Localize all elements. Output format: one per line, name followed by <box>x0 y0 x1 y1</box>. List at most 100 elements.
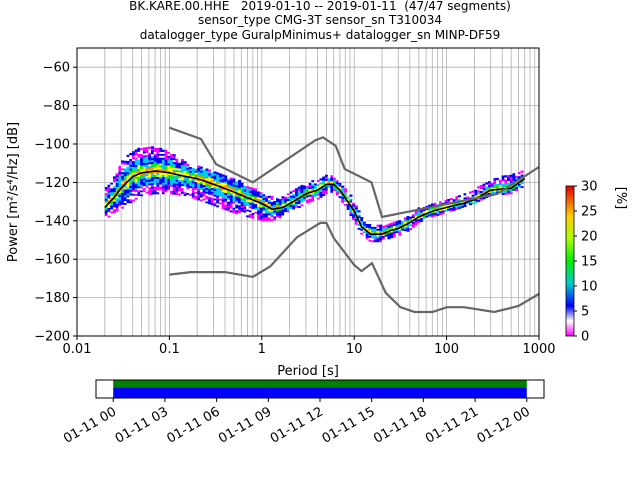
density-cell <box>259 191 263 195</box>
density-cell <box>463 195 467 198</box>
density-cell <box>208 184 212 188</box>
density-cell <box>262 209 266 212</box>
density-cell <box>289 195 293 198</box>
density-cell <box>330 188 334 191</box>
density-cell <box>115 184 119 187</box>
density-cell <box>216 174 220 177</box>
density-cell <box>167 167 171 170</box>
density-cell <box>267 195 271 199</box>
density-cell <box>300 198 304 201</box>
density-cell <box>170 161 174 164</box>
density-cell <box>292 209 296 212</box>
density-cell <box>507 192 511 195</box>
density-cell <box>148 183 152 186</box>
density-cell <box>346 194 350 197</box>
density-cell <box>229 181 233 184</box>
density-cell <box>227 186 231 189</box>
density-cell <box>183 161 187 164</box>
density-cell <box>273 204 277 207</box>
density-cell <box>202 196 206 199</box>
density-cell <box>493 185 497 189</box>
density-cell <box>167 188 171 191</box>
density-cell <box>121 204 125 207</box>
density-cell <box>121 200 125 203</box>
density-cell <box>210 183 214 187</box>
density-cell <box>208 198 212 201</box>
density-cell <box>118 208 122 211</box>
density-cell <box>276 211 280 214</box>
density-cell <box>205 181 209 185</box>
density-cell <box>180 191 184 194</box>
density-cell <box>213 181 217 184</box>
density-cell <box>365 227 369 230</box>
density-cell <box>319 184 323 187</box>
density-cell <box>199 170 203 173</box>
density-cell <box>159 174 163 177</box>
density-cell <box>142 172 146 175</box>
density-cell <box>265 193 269 197</box>
density-cell <box>316 191 320 194</box>
density-cell <box>221 184 225 187</box>
density-cell <box>479 198 483 201</box>
density-cell <box>142 158 146 162</box>
density-cell <box>501 183 505 186</box>
density-cell <box>335 191 339 194</box>
density-cell <box>213 190 217 193</box>
density-cell <box>286 196 290 200</box>
density-cell <box>208 186 212 189</box>
density-cell <box>259 218 263 221</box>
density-cell <box>213 186 217 189</box>
density-cell <box>126 175 130 179</box>
density-cell <box>227 188 231 191</box>
density-cell <box>490 188 494 191</box>
density-cell <box>322 180 326 183</box>
density-cell <box>205 168 209 171</box>
density-cell <box>210 187 214 190</box>
density-cell <box>324 186 328 189</box>
timeline-tick-label: 01-11 12 <box>268 404 326 446</box>
density-cell <box>425 215 429 218</box>
density-cell <box>248 204 252 207</box>
density-cell <box>126 170 130 173</box>
density-cell <box>240 186 244 189</box>
density-cell <box>417 217 421 220</box>
density-cell <box>170 178 174 182</box>
density-cell <box>517 183 521 186</box>
density-cell <box>341 198 345 202</box>
density-cell <box>140 161 144 164</box>
density-cell <box>123 158 127 161</box>
density-cell <box>183 180 187 183</box>
density-cell <box>373 224 377 227</box>
density-cell <box>148 175 152 178</box>
density-cell <box>224 202 228 205</box>
density-cell <box>387 233 391 236</box>
density-cell <box>216 176 220 179</box>
density-cell <box>186 167 190 170</box>
density-cell <box>151 165 155 168</box>
density-cell <box>164 163 168 166</box>
density-cell <box>254 192 258 195</box>
density-cell <box>164 182 168 185</box>
density-cell <box>235 198 239 201</box>
density-cell <box>110 186 114 189</box>
density-cell <box>134 195 138 198</box>
density-cell <box>314 183 318 186</box>
density-cell <box>322 189 326 193</box>
density-cell <box>142 182 146 185</box>
density-cell <box>246 207 250 210</box>
density-cell <box>142 191 146 194</box>
density-cell <box>129 176 133 179</box>
density-cell <box>330 190 334 193</box>
density-cell <box>126 172 130 175</box>
density-cell <box>387 237 391 240</box>
chart-title-line-1: BK.KARE.00.HHE 2019-01-10 -- 2019-01-11 … <box>129 0 511 13</box>
density-cell <box>338 178 342 181</box>
density-cell <box>507 188 511 191</box>
density-cell <box>145 166 149 169</box>
density-cell <box>246 213 250 216</box>
density-cell <box>311 195 315 198</box>
density-cell <box>131 156 136 160</box>
density-cell <box>376 236 380 239</box>
density-cell <box>134 157 138 160</box>
density-cell <box>354 216 358 220</box>
